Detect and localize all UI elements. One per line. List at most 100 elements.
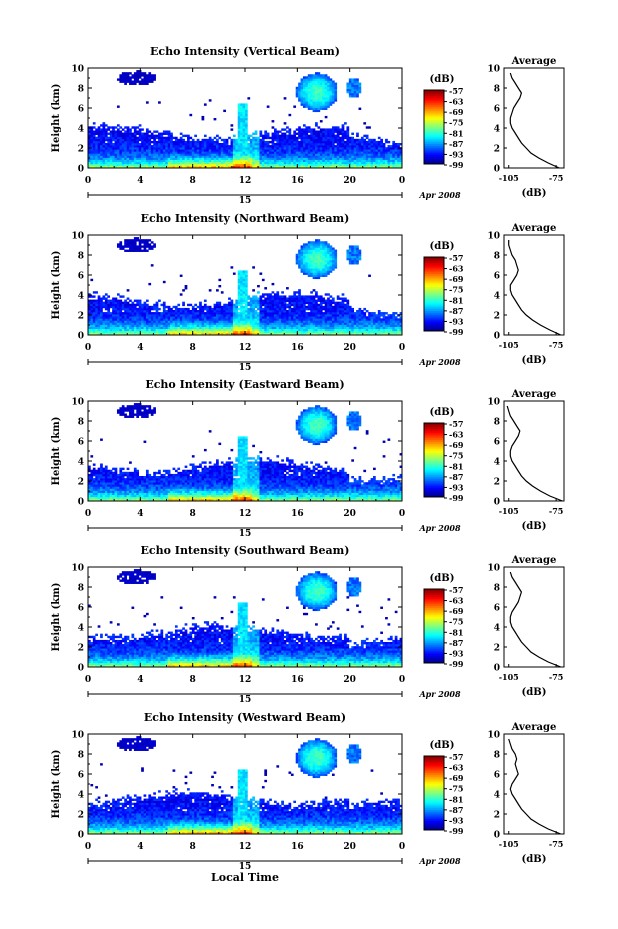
colorbar-swatch [424,119,444,122]
colorbar-tick-label: -63 [449,97,464,107]
heatmap-cell [167,328,171,332]
heatmap-cell [353,80,357,83]
heatmap-cell [353,163,357,167]
heatmap-cell [213,165,217,169]
heatmap-cell [307,316,311,319]
heatmap-cell [392,165,396,169]
heatmap-cell [102,132,106,135]
heatmap-cell [206,324,210,327]
heatmap-cell [315,299,318,302]
heatmap-cell [266,312,270,315]
heatmap-cell [88,301,91,305]
heatmap-cell [266,151,270,154]
heatmap-cell [165,130,169,133]
heatmap-cell [307,95,311,98]
heatmap-cell [179,143,183,146]
heatmap-cell [158,143,161,146]
heatmap-cell [199,314,202,317]
heatmap-cell [208,305,212,309]
heatmap-cell [179,307,183,311]
heatmap-cell [218,318,222,321]
heatmap-cell [213,320,217,323]
heatmap-cell [199,165,202,169]
heatmap-cell [121,151,125,154]
heatmap-cell [329,270,333,273]
heatmap-cell [240,151,243,154]
heatmap-cell [334,257,338,261]
heatmap-cell [141,303,144,307]
heatmap-cell [290,299,294,302]
heatmap-cell [307,312,311,315]
heatmap-cell [315,253,318,257]
heatmap-cell [213,157,217,160]
heatmap-cell [305,134,309,138]
heatmap-cell [199,310,202,313]
heatmap-cell [124,328,127,332]
heatmap-cell [312,78,316,81]
heatmap-cell [242,157,246,160]
heatmap-cell [148,159,152,163]
heatmap-cell [307,90,311,94]
heatmap-cell [136,161,140,165]
heatmap-cell [288,149,292,152]
heatmap-cell [375,159,379,163]
heatmap-cell [109,126,113,129]
heatmap-cell [319,95,323,98]
heatmap-cell [121,245,125,248]
heatmap-cell [141,78,144,81]
heatmap-cell [310,147,313,150]
heatmap-cell [235,324,239,327]
heatmap-cell [162,149,166,152]
heatmap-cell [88,305,91,309]
heatmap-cell [365,145,369,148]
heatmap-cell [136,147,140,150]
heatmap-cell [242,274,246,277]
heatmap-cell [305,76,309,79]
heatmap-cell [102,303,106,307]
y-axis-label: Height (km) [51,84,62,153]
heatmap-cell [90,295,94,298]
heatmap-cell [225,157,229,160]
heatmap-cell [271,136,275,140]
heatmap-cell [334,165,338,169]
heatmap-cell [312,270,316,273]
heatmap-cell [298,151,301,154]
heatmap-cell [121,161,125,165]
heatmap-cell [329,103,333,106]
heatmap-cell [317,151,321,154]
heatmap-cell [283,295,287,298]
heatmap-cell [126,249,130,252]
heatmap-cell [119,157,123,160]
heatmap-cell [114,140,118,144]
heatmap-cell [206,332,210,336]
heatmap-cell [131,80,135,83]
heatmap-cell [249,143,253,146]
heatmap-cell [145,243,149,246]
heatmap-cell [348,153,352,156]
heatmap-cell [88,332,91,336]
heatmap-cell [266,157,270,160]
heatmap-cell [143,312,147,315]
heatmap-cell [119,134,123,138]
heatmap-cell [278,318,282,321]
heatmap-cell [126,165,130,169]
heatmap-cell [341,134,345,138]
heatmap-cell [322,320,326,323]
panel-0: Echo Intensity (Vertical Beam)0246810Hei… [51,45,565,206]
heatmap-cell [324,320,328,323]
heatmap-cell [346,310,350,313]
heatmap-cell [293,301,297,305]
heatmap-cell [119,312,123,315]
heatmap-cell [235,161,239,165]
heatmap-cell [317,270,321,273]
heatmap-cell [225,165,229,169]
heatmap-cell [216,332,219,336]
heatmap-cell [273,318,277,321]
heatmap-cell [261,153,265,156]
heatmap-cell [298,301,301,305]
heatmap-cell [319,247,323,250]
heatmap-cell [348,86,352,90]
heatmap-cell [158,157,161,160]
heatmap-cell [220,326,224,330]
heatmap-cell [230,305,234,309]
